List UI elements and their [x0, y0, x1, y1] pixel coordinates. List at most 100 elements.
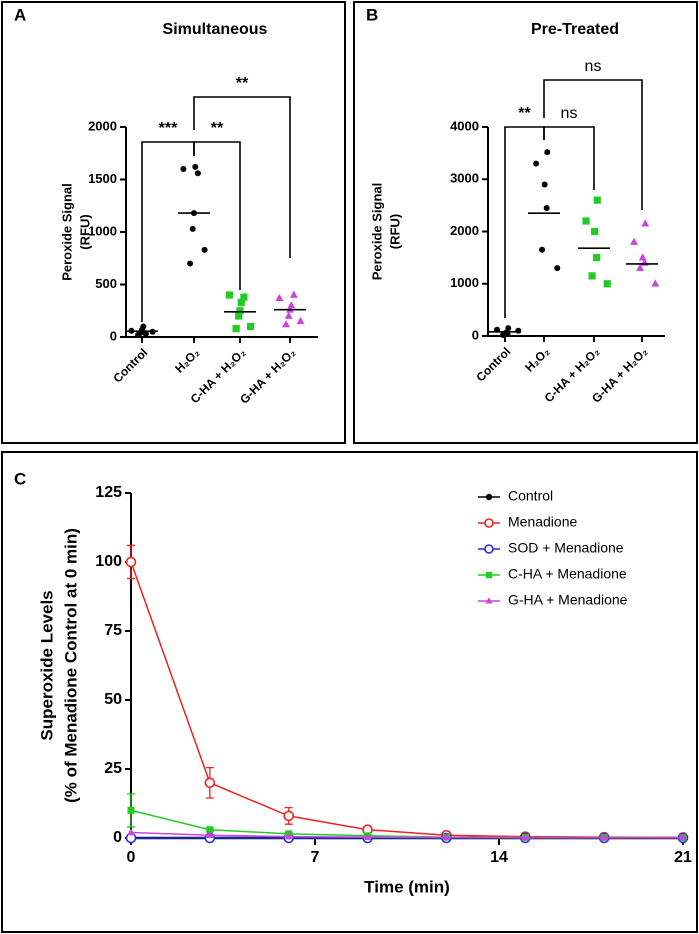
panel-label: A: [14, 5, 26, 24]
data-point: [533, 160, 540, 167]
y-tick-label: 3000: [450, 171, 479, 186]
data-point: [284, 832, 293, 840]
x-tick-label: 0: [127, 849, 136, 866]
data-point: [515, 327, 522, 334]
significance-bracket: [193, 96, 291, 258]
x-tick-label: 21: [674, 849, 692, 866]
data-point: [240, 293, 248, 301]
y-axis-label: Peroxide Signal: [59, 183, 74, 281]
significance-label: ns: [585, 58, 602, 75]
y-tick-label: 2000: [450, 223, 479, 238]
x-tick-label: Control: [473, 344, 513, 384]
data-point: [187, 260, 194, 267]
significance-label: ***: [159, 120, 178, 137]
data-point: [544, 149, 551, 156]
y-tick-label: 4000: [450, 118, 479, 133]
legend-label: C-HA + Menadione: [508, 566, 627, 582]
legend-marker: [485, 597, 493, 604]
data-point: [201, 246, 208, 253]
y-tick-label: 1500: [88, 171, 117, 186]
significance-label: **: [236, 75, 249, 92]
y-tick-label: 0: [472, 327, 479, 342]
significance-label: **: [518, 105, 531, 122]
data-point: [296, 316, 305, 325]
data-point: [283, 810, 295, 822]
legend-marker: [484, 544, 494, 554]
data-point: [235, 312, 243, 320]
data-point: [232, 325, 240, 333]
data-point: [593, 254, 601, 262]
data-point: [630, 237, 639, 245]
series-line: [130, 809, 684, 839]
data-point: [225, 291, 233, 299]
data-point: [582, 217, 590, 225]
data-point: [636, 263, 645, 271]
data-point: [237, 298, 245, 306]
chart-title: Pre-Treated: [531, 21, 619, 38]
y-axis-label: (% of Menadione Control at 0 min): [61, 528, 80, 803]
y-tick-label: 1000: [450, 275, 479, 290]
data-point: [543, 204, 550, 211]
data-point: [180, 166, 187, 172]
x-axis-label: Time (min): [364, 877, 450, 896]
data-point: [194, 170, 201, 177]
data-point: [588, 272, 596, 280]
y-tick-label: 100: [95, 553, 122, 570]
series-line: [130, 831, 683, 839]
x-tick-label: 14: [490, 849, 508, 866]
data-point: [287, 301, 296, 309]
data-point: [603, 280, 611, 288]
legend-marker: [484, 518, 494, 528]
panel-frame: [1, 1, 346, 444]
panel-frame: [1, 451, 698, 933]
legend-marker: [485, 571, 493, 579]
data-point: [641, 219, 650, 227]
data-point: [593, 196, 601, 204]
data-point: [651, 279, 660, 287]
significance-bracket: [504, 126, 545, 318]
y-tick-label: 2000: [88, 118, 117, 133]
data-point: [442, 833, 451, 841]
significance-bracket: [543, 126, 595, 190]
data-point: [679, 833, 687, 841]
y-tick-label: 75: [104, 622, 122, 639]
data-point: [505, 325, 512, 332]
legend-label: Control: [508, 488, 553, 504]
data-point: [554, 265, 561, 272]
y-tick-label: 500: [95, 276, 117, 291]
legend-label: Menadione: [508, 514, 577, 530]
data-point: [189, 225, 196, 232]
y-axis-label: Peroxide Signal: [369, 183, 384, 281]
data-point: [500, 331, 507, 338]
significance-label: **: [211, 120, 224, 137]
y-axis-label: Superoxide Levels: [37, 590, 56, 740]
data-point: [127, 806, 135, 814]
data-point: [125, 556, 137, 568]
data-point: [600, 833, 608, 841]
x-tick-label: 7: [311, 849, 320, 866]
y-tick-label: 25: [104, 760, 122, 777]
legend-label: SOD + Menadione: [508, 540, 624, 556]
data-point: [192, 163, 199, 170]
data-point: [282, 320, 291, 328]
data-point: [521, 833, 530, 841]
significance-bracket: [193, 141, 241, 290]
y-tick-label: 1000: [88, 223, 117, 238]
x-tick-label: H₂O₂: [172, 345, 202, 375]
significance-bracket: [543, 79, 643, 210]
data-point: [142, 330, 149, 337]
data-point: [135, 331, 142, 338]
data-point: [539, 246, 546, 253]
data-point: [591, 227, 599, 236]
chart-title: Simultaneous: [163, 21, 268, 38]
legend-marker: [485, 493, 493, 501]
data-point: [638, 253, 647, 261]
data-point: [247, 322, 255, 331]
data-point: [206, 826, 214, 834]
y-axis-label: (RFU): [387, 214, 402, 249]
panel-frame: [353, 1, 698, 444]
significance-label: ns: [561, 105, 578, 122]
y-tick-label: 0: [113, 829, 122, 846]
y-tick-label: 125: [95, 484, 122, 501]
